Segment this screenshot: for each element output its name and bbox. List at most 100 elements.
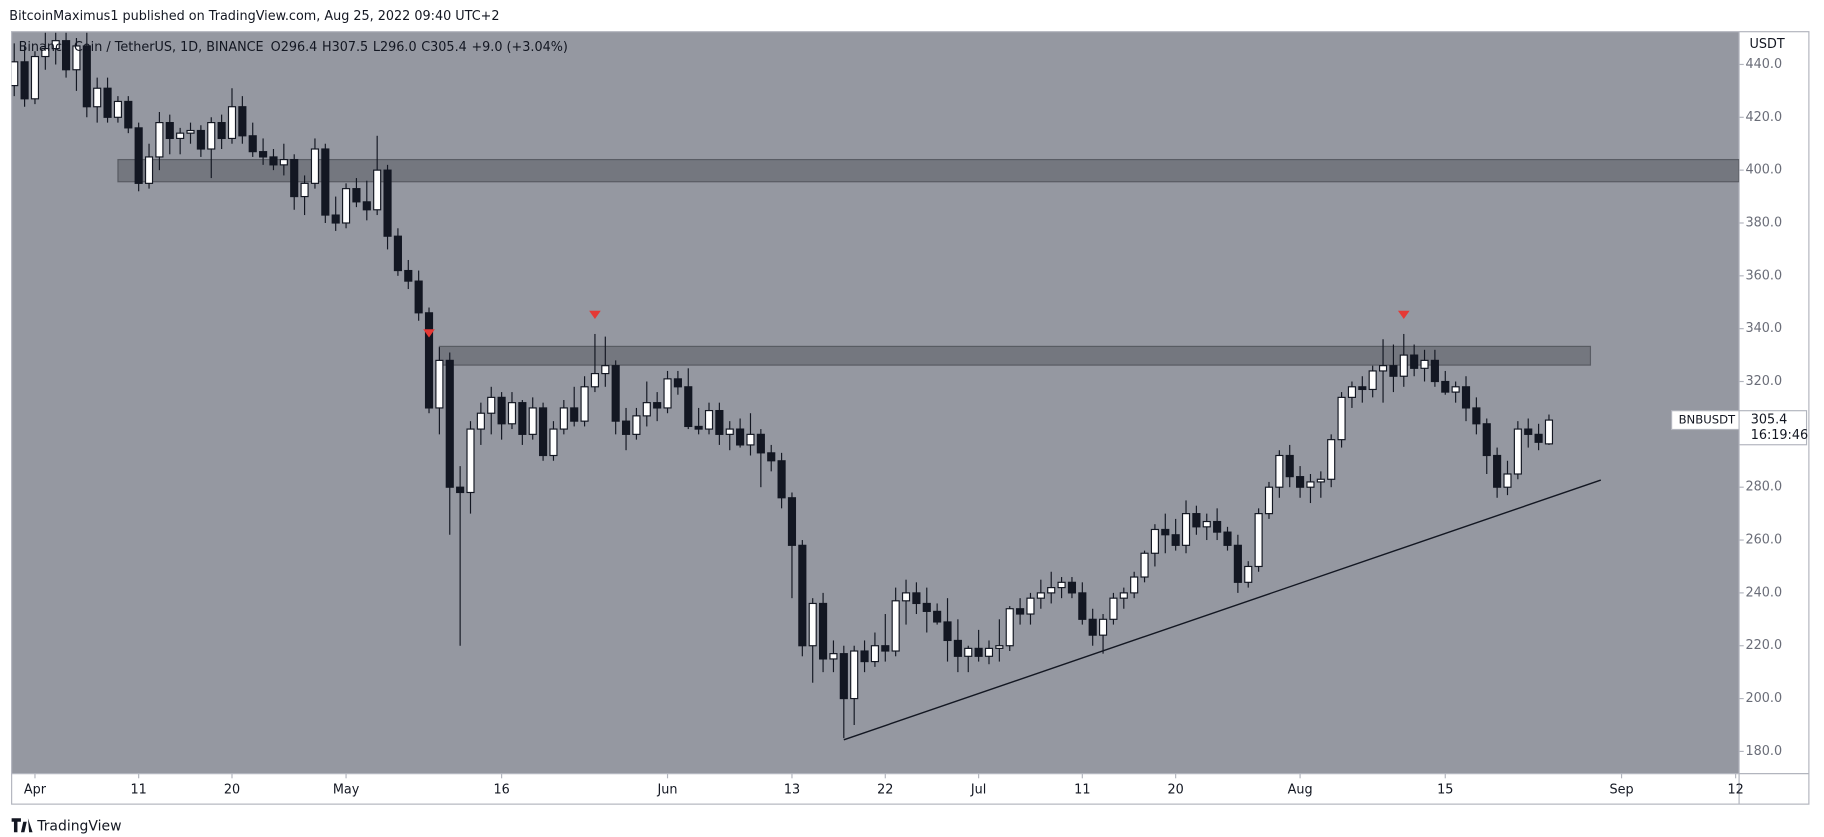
candle-body-down [259,151,268,158]
x-tick-label: 11 [1074,783,1090,798]
candle-body-up [642,402,651,417]
candle-body-up [487,396,496,414]
x-tick-label: Apr [24,783,47,798]
candle-body-down [20,61,29,100]
candle-body-up [704,409,714,430]
candle-body-up [808,602,817,647]
candle-body-up [1036,592,1045,599]
candle-body-up [30,55,40,100]
candle-body-up [1337,396,1346,441]
candle-body-up [279,158,288,166]
candle-body-up [1109,597,1118,620]
candle-body-up [176,132,185,140]
candle-body-down [1192,513,1201,528]
candle-body-down [414,280,423,314]
candle-body-down [1223,531,1232,546]
candle-body-up [1368,370,1377,391]
y-tick-label: 220.0 [1746,638,1783,653]
candle-body-down [839,653,848,700]
y-tick-label: 360.0 [1746,268,1783,283]
candle-body-down [1493,454,1502,488]
candle-body-up [1150,528,1159,554]
publisher-header: BitcoinMaximus1 published on TradingView… [9,9,499,24]
x-tick-label: 20 [1168,783,1184,798]
candle-body-down [1088,618,1097,636]
y-tick-label: 200.0 [1746,691,1783,706]
candle-body-down [819,602,828,660]
candle-body-up [528,407,537,435]
chart-legend: Binance Coin / TetherUS, 1D, BINANCE O296… [19,39,568,54]
candle-body-up [93,87,102,108]
candle-body-up [1420,359,1429,369]
y-tick-label: 260.0 [1746,533,1783,548]
x-tick-label: Sep [1610,783,1634,798]
x-tick-label: 15 [1437,783,1453,798]
x-tick-label: 20 [224,783,240,798]
candle-body-up [995,645,1004,649]
candle-body-down [103,87,112,118]
candle-body-down [124,100,133,129]
candle-body-up [310,148,320,184]
candle-body-up [901,592,911,602]
y-tick-label: 440.0 [1746,57,1783,72]
candle-body-down [539,407,548,457]
candle-body-up [632,415,641,435]
candle-body-up [476,412,485,430]
candle-body-down [653,402,662,409]
candle-body-up [227,106,237,140]
candle-body-up [1378,365,1388,372]
candle-body-up [11,61,19,87]
candle-body-up [1244,565,1253,583]
y-tick-label: 240.0 [1746,585,1783,600]
candle-body-up [601,365,610,375]
candle-body-down [445,359,454,488]
candle-body-down [1534,433,1543,443]
candle-body-up [850,650,859,700]
candle-body-up [829,653,838,660]
candle-body-up [144,156,154,184]
candle-body-up [746,433,755,446]
y-tick-label: 280.0 [1746,480,1783,495]
candle-body-down [1296,476,1305,488]
candle-body-down [881,645,890,652]
candle-body-up [1119,592,1128,599]
candle-body-down [1430,359,1439,383]
candle-body-down [860,650,869,663]
candle-body-down [1233,544,1242,583]
candle-body-up [41,48,50,58]
legend-value: 305.4 [430,39,467,54]
y-tick-label: 380.0 [1746,215,1783,230]
legend-key: L [373,39,381,54]
candle-body-down [1171,534,1180,546]
candle-body-up [373,169,382,211]
candle-body-down [1389,365,1398,377]
candle-body-up [1544,419,1554,445]
candle-body-up [1306,481,1315,488]
y-tick-label: 420.0 [1746,110,1783,125]
rejection-marker [589,310,601,319]
rejection-marker [423,329,435,338]
x-tick-label: 22 [877,783,893,798]
support-trendline [843,479,1602,741]
candle-body-down [1461,386,1471,409]
candle-body-up [72,45,81,71]
candle-body-down [736,428,745,446]
candle-body-down [1441,380,1450,393]
candle-body-down [767,452,776,462]
candle-body-up [1130,576,1139,594]
candle-body-up [984,647,994,657]
candle-body-up [341,188,351,224]
candle-body-up [1057,581,1066,589]
symbol-label: BNBUSDT [1679,413,1736,427]
candle-body-down [383,169,392,237]
candle-body-up [155,121,164,158]
candle-body-down [1482,423,1491,457]
rejection-marker [1397,310,1410,319]
candle-body-up [507,402,517,425]
candle-body-down [248,135,257,153]
candle-body-down [673,378,682,388]
candle-body-down [393,235,402,272]
candle-body-up [1451,386,1460,393]
candle-body-down [1161,528,1170,536]
